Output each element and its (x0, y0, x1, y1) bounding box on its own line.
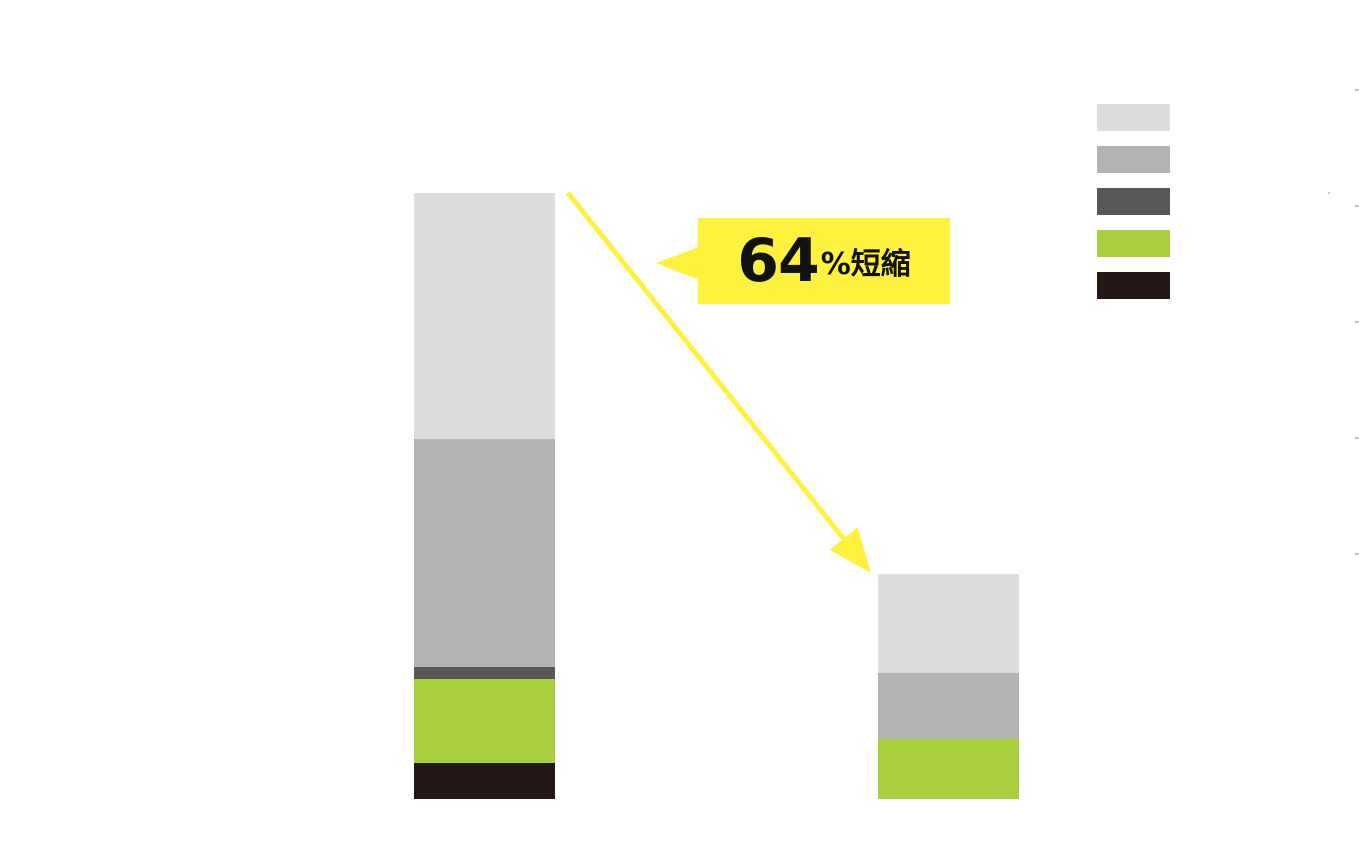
bar-2-segment-2 (878, 739, 1019, 799)
legend-swatch-3 (1097, 188, 1170, 215)
reduction-arrow-head (829, 527, 871, 573)
reduction-suffix: %短縮 (820, 247, 911, 282)
bar-1-segment-1 (414, 763, 555, 799)
bar-1-segment-4 (414, 439, 555, 667)
legend-swatch-2 (1097, 146, 1170, 173)
bar-2-segment-5 (878, 574, 1019, 673)
edge-dot (1328, 192, 1330, 194)
bar-1-segment-5 (414, 193, 555, 439)
callout-pointer (656, 247, 699, 280)
reduction-callout: 64 %短縮 (698, 218, 950, 304)
legend-swatch-1 (1097, 104, 1170, 131)
bar-1-segment-2 (414, 679, 555, 763)
reduction-arrow-line (566, 191, 846, 541)
reduction-value: 64 (737, 226, 819, 296)
bar-1-segment-3 (414, 667, 555, 679)
bar-2-segment-4 (878, 673, 1019, 739)
legend-swatch-4 (1097, 230, 1170, 257)
legend-swatch-5 (1097, 272, 1170, 299)
